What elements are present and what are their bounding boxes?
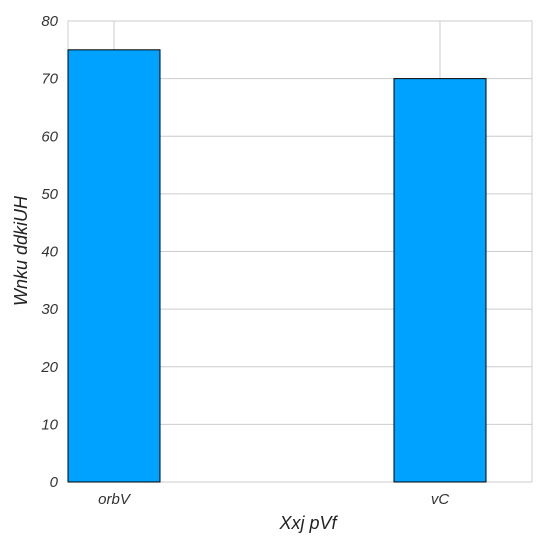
- y-tick-label: 80: [41, 13, 58, 30]
- y-tick-label: 0: [50, 474, 59, 491]
- y-tick-label: 50: [41, 186, 58, 203]
- y-tick-label: 10: [41, 416, 58, 433]
- x-tick-labels: orbV vC: [98, 491, 449, 508]
- bars: [67, 49, 487, 483]
- y-axis-title: Wnku ddkiUH: [11, 195, 31, 306]
- y-tick-label: 70: [41, 71, 58, 88]
- y-tick-label: 40: [41, 244, 58, 261]
- x-tick-label: orbV: [98, 491, 132, 508]
- x-tick-label: vC: [431, 491, 450, 508]
- y-tick-labels: 0 10 20 30 40 50 60 70 80: [40, 13, 58, 491]
- x-axis-title: Xxj pVf: [278, 513, 338, 533]
- y-tick-label: 60: [41, 128, 58, 145]
- y-tick-label: 20: [40, 359, 58, 376]
- y-tick-label: 30: [41, 301, 58, 318]
- bar-vC: [393, 78, 487, 483]
- bar-orbV: [67, 49, 161, 483]
